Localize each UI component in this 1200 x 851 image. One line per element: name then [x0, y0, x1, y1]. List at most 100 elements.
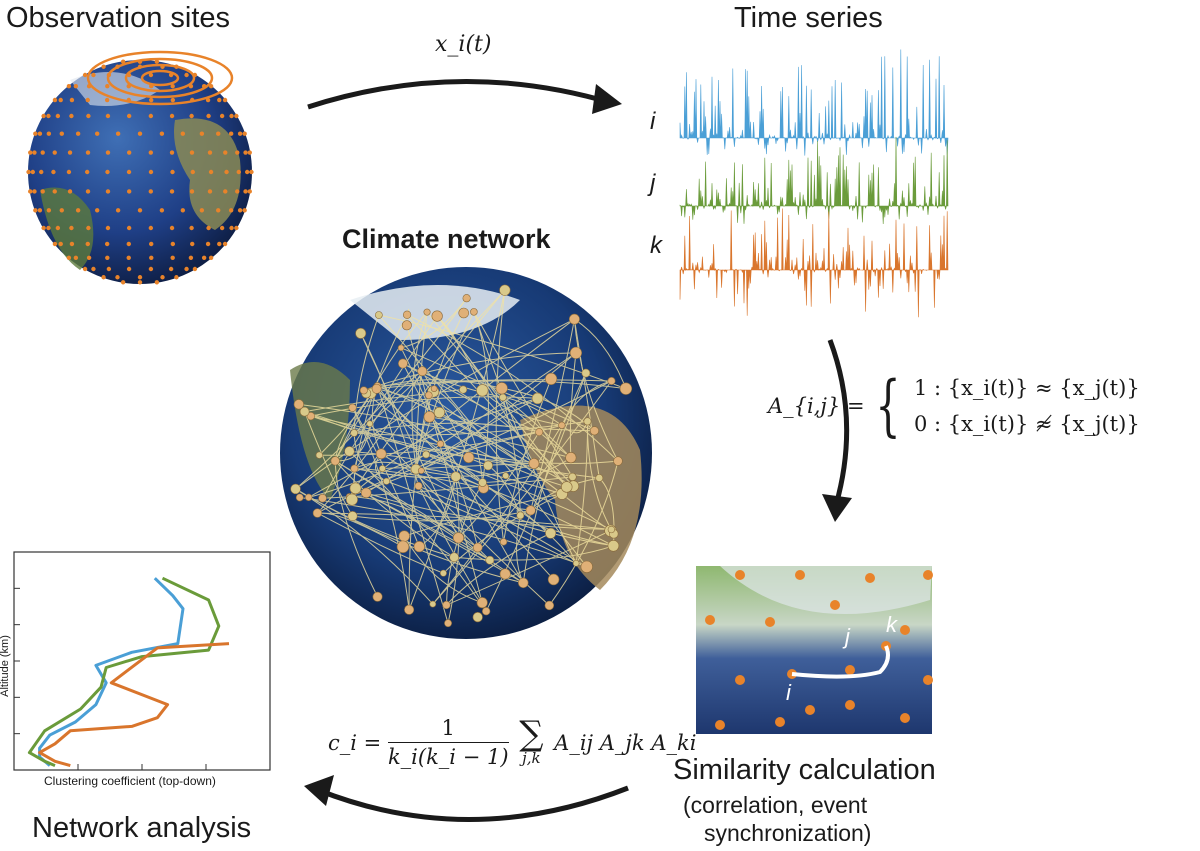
site-dot: [169, 225, 175, 231]
network-node: [355, 327, 367, 339]
network-node: [378, 465, 386, 473]
network-node: [372, 591, 383, 602]
network-node: [347, 511, 358, 522]
plot-x-axis-label: Clustering coefficient (top-down): [44, 774, 216, 788]
site-dot: [115, 131, 121, 136]
network-node: [306, 411, 315, 421]
climate-network-label: Climate network: [342, 224, 551, 254]
network-analysis-label: Network analysis: [32, 812, 252, 844]
network-link: [349, 450, 563, 495]
network-link: [349, 495, 459, 539]
series-label-i: i: [650, 108, 656, 135]
site-dot: [237, 131, 243, 136]
site-dot: [148, 169, 154, 175]
site-dot: [170, 241, 176, 247]
network-node: [450, 471, 462, 482]
arrow-series-to-similarity: [827, 339, 850, 506]
network-link: [365, 392, 551, 534]
site-dot: [170, 84, 175, 89]
site-dot: [32, 189, 37, 194]
site-dot: [126, 189, 132, 194]
site-dot: [217, 241, 222, 247]
network-link: [573, 319, 619, 462]
site-dot: [229, 113, 234, 119]
site-dot: [148, 241, 154, 247]
network-link: [481, 390, 562, 426]
network-link: [473, 311, 489, 483]
network-link: [354, 422, 540, 434]
site-dot: [170, 255, 175, 260]
network-node: [535, 428, 544, 437]
network-link: [348, 318, 575, 497]
site-dot: [222, 241, 228, 247]
map-site-dot: [735, 570, 745, 580]
network-link: [354, 461, 417, 470]
network-nodes: [290, 284, 633, 628]
network-link: [360, 333, 459, 539]
network-node: [439, 569, 447, 577]
network-node: [396, 540, 410, 554]
network-link: [404, 493, 563, 537]
site-dot: [190, 241, 195, 247]
map-site-dot: [830, 600, 840, 610]
site-dot: [32, 150, 37, 155]
network-node: [433, 406, 446, 419]
network-node: [483, 460, 493, 471]
site-dot: [126, 225, 132, 231]
site-dot: [105, 225, 111, 231]
network-node: [330, 456, 340, 466]
site-dot: [244, 169, 250, 175]
network-node: [589, 426, 599, 436]
network-link: [354, 468, 484, 489]
site-dot: [149, 255, 154, 260]
site-dot: [85, 169, 90, 175]
map-site-dot: [765, 617, 775, 627]
network-node: [442, 600, 451, 610]
network-node: [544, 372, 558, 385]
arrow-sites-to-series: [307, 79, 613, 110]
equation-adjacency: A_{i,j} = { 1 : {x_i(t)} ≈ {x_j(t)} 0 : …: [768, 367, 1140, 444]
site-dot: [148, 72, 154, 78]
network-link: [433, 388, 484, 483]
site-dot: [169, 189, 175, 194]
network-link: [425, 454, 577, 564]
network-node: [431, 310, 443, 322]
site-dot: [82, 72, 88, 78]
network-link: [310, 415, 600, 479]
site-dot: [189, 225, 194, 231]
network-link: [473, 311, 577, 564]
site-dot: [52, 150, 57, 155]
site-dot: [69, 225, 74, 231]
network-node: [452, 532, 465, 544]
site-dot: [137, 131, 143, 136]
network-link: [299, 496, 587, 568]
network-link: [304, 411, 534, 465]
network-node: [295, 493, 304, 502]
network-node: [569, 346, 582, 359]
site-dot: [192, 266, 198, 272]
site-dot: [169, 113, 175, 119]
site-dot: [59, 208, 64, 213]
site-dot: [46, 208, 52, 213]
site-dot: [235, 189, 240, 194]
site-dot: [206, 113, 211, 119]
site-dot: [66, 169, 72, 175]
network-node: [583, 417, 592, 426]
network-link: [447, 476, 460, 624]
network-link: [308, 454, 427, 498]
network-node: [350, 429, 358, 437]
network-link: [298, 403, 571, 459]
network-node: [423, 411, 436, 423]
map-site-dot: [715, 720, 725, 730]
site-dot: [201, 255, 207, 260]
network-node: [430, 385, 438, 392]
site-dot: [104, 97, 110, 103]
series-label-k: k: [650, 232, 662, 259]
site-dot: [242, 208, 247, 213]
site-dot: [126, 113, 132, 119]
site-dot: [169, 150, 175, 155]
site-dot: [69, 97, 75, 103]
network-node: [444, 619, 452, 628]
site-dot: [243, 150, 248, 155]
